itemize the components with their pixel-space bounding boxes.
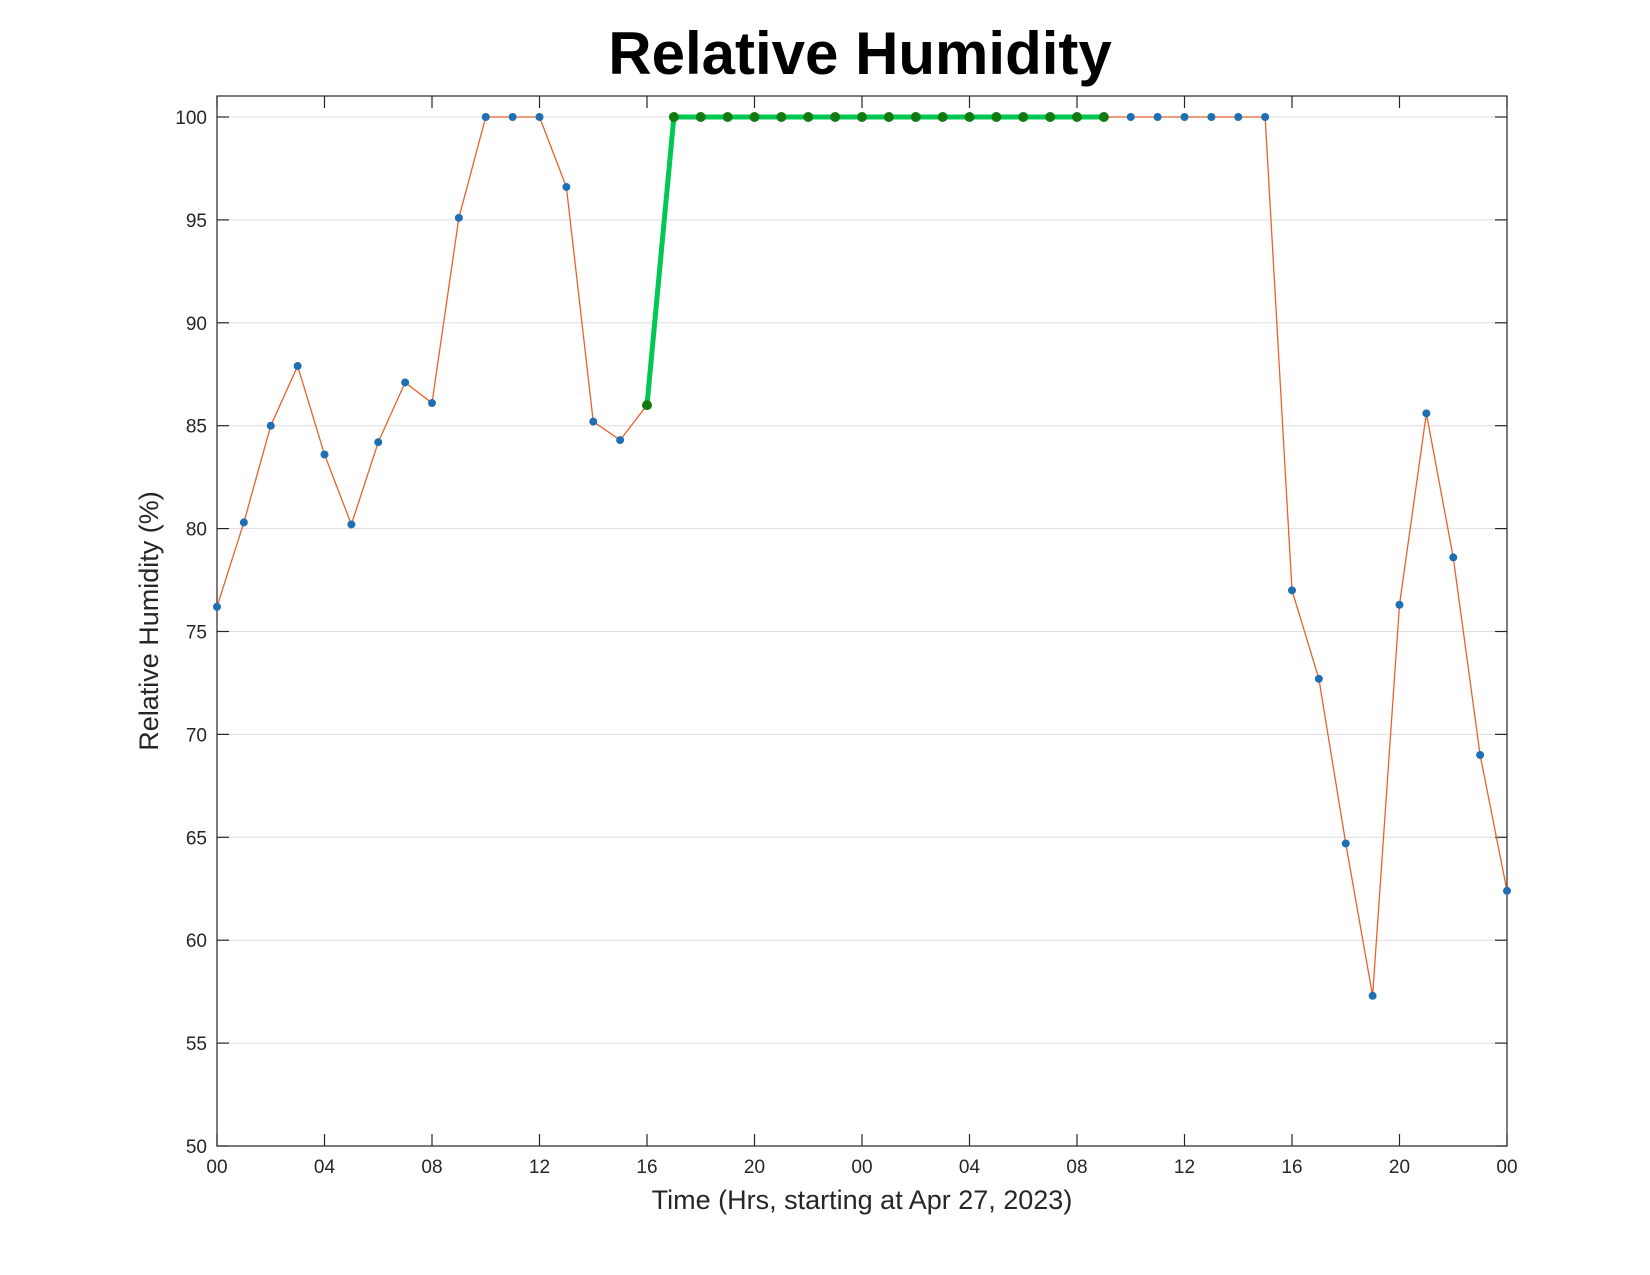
x-tick-label: 00	[206, 1157, 227, 1178]
x-tick-label: 20	[1389, 1157, 1410, 1178]
series-0-point	[1503, 886, 1511, 895]
series-0-point	[1207, 113, 1216, 121]
x-tick-label: 16	[636, 1157, 657, 1178]
y-tick-label: 90	[186, 314, 207, 335]
series-0-point	[1261, 113, 1270, 121]
series-0-point	[562, 182, 571, 191]
series-0-point	[428, 399, 436, 408]
y-tick-label: 100	[175, 108, 207, 129]
series-0-point	[1341, 839, 1350, 848]
gridlines	[217, 116, 1507, 1147]
series-0-point	[616, 436, 625, 445]
series-0-point	[481, 113, 490, 121]
series-1-point	[1045, 112, 1056, 122]
y-tick-label: 70	[186, 725, 207, 746]
series-0-point	[1368, 991, 1377, 1000]
series-0-point	[1180, 113, 1189, 121]
series-0-point	[213, 602, 221, 611]
x-tick-label: 00	[1496, 1157, 1517, 1178]
series-0-point	[1126, 113, 1135, 121]
series-0-point	[1288, 586, 1296, 595]
x-tick-label: 04	[314, 1157, 336, 1178]
x-tick-label: 12	[529, 1157, 550, 1178]
series-1-point	[695, 112, 706, 122]
series-0-point	[266, 421, 275, 430]
y-axis-label: Relative Humidity (%)	[134, 491, 164, 751]
series-0-point	[1476, 750, 1485, 759]
y-tick-label: 75	[186, 623, 207, 644]
series-1-point	[668, 112, 679, 122]
data-series	[213, 112, 1511, 1000]
series-1-point	[937, 112, 948, 122]
series-0-point	[293, 362, 302, 371]
series-0-point	[1395, 600, 1404, 609]
series-0-point	[535, 113, 544, 121]
series-0-point	[401, 378, 410, 387]
series-1-point	[1098, 112, 1109, 122]
series-0-point	[1422, 409, 1431, 418]
series-0-point	[454, 213, 463, 222]
series-0-point	[508, 113, 517, 121]
y-tick-label: 60	[186, 931, 207, 952]
y-tick-label: 95	[186, 211, 207, 232]
x-tick-label: 16	[1281, 1157, 1302, 1178]
series-1-point	[722, 112, 733, 122]
y-tick-label: 50	[186, 1137, 207, 1158]
axis-ticks: 50 55 60 65 70 75 80 85 90 95 100 00 04 08 12 16 20 00 04 0…	[175, 96, 1518, 1178]
y-tick-label: 65	[186, 828, 207, 849]
series-1-point	[1072, 112, 1082, 122]
x-tick-label: 08	[1066, 1157, 1087, 1178]
x-tick-label: 00	[851, 1157, 872, 1178]
series-1-point	[910, 112, 921, 122]
series-1-point	[1018, 112, 1029, 122]
series-0-point	[374, 438, 383, 447]
x-tick-label: 12	[1174, 1157, 1195, 1178]
x-tick-label: 04	[959, 1157, 981, 1178]
y-tick-label: 80	[186, 520, 207, 541]
series-0-point	[1314, 674, 1323, 683]
series-0-point	[1234, 113, 1243, 121]
series-1-point	[991, 112, 1002, 122]
series-1-point	[830, 112, 841, 122]
x-tick-label: 08	[421, 1157, 442, 1178]
chart-title: Relative Humidity	[608, 20, 1112, 87]
series-0-point	[239, 518, 248, 527]
series-0-point	[1153, 113, 1162, 121]
series-1-point	[749, 112, 760, 122]
series-1-point	[642, 400, 652, 411]
series-0-point	[347, 520, 356, 529]
y-tick-label: 55	[186, 1034, 207, 1055]
x-tick-label: 20	[744, 1157, 765, 1178]
x-axis-label: Time (Hrs, starting at Apr 27, 2023)	[652, 1185, 1073, 1215]
series-1-point	[803, 112, 814, 122]
series-0-point	[589, 417, 598, 426]
series-1-point	[964, 112, 975, 122]
y-tick-label: 85	[186, 417, 207, 438]
series-0-point	[320, 450, 329, 459]
series-1-point	[883, 112, 894, 122]
series-1-point	[776, 112, 787, 122]
series-1-point	[857, 112, 867, 122]
series-0-point	[1449, 553, 1458, 562]
